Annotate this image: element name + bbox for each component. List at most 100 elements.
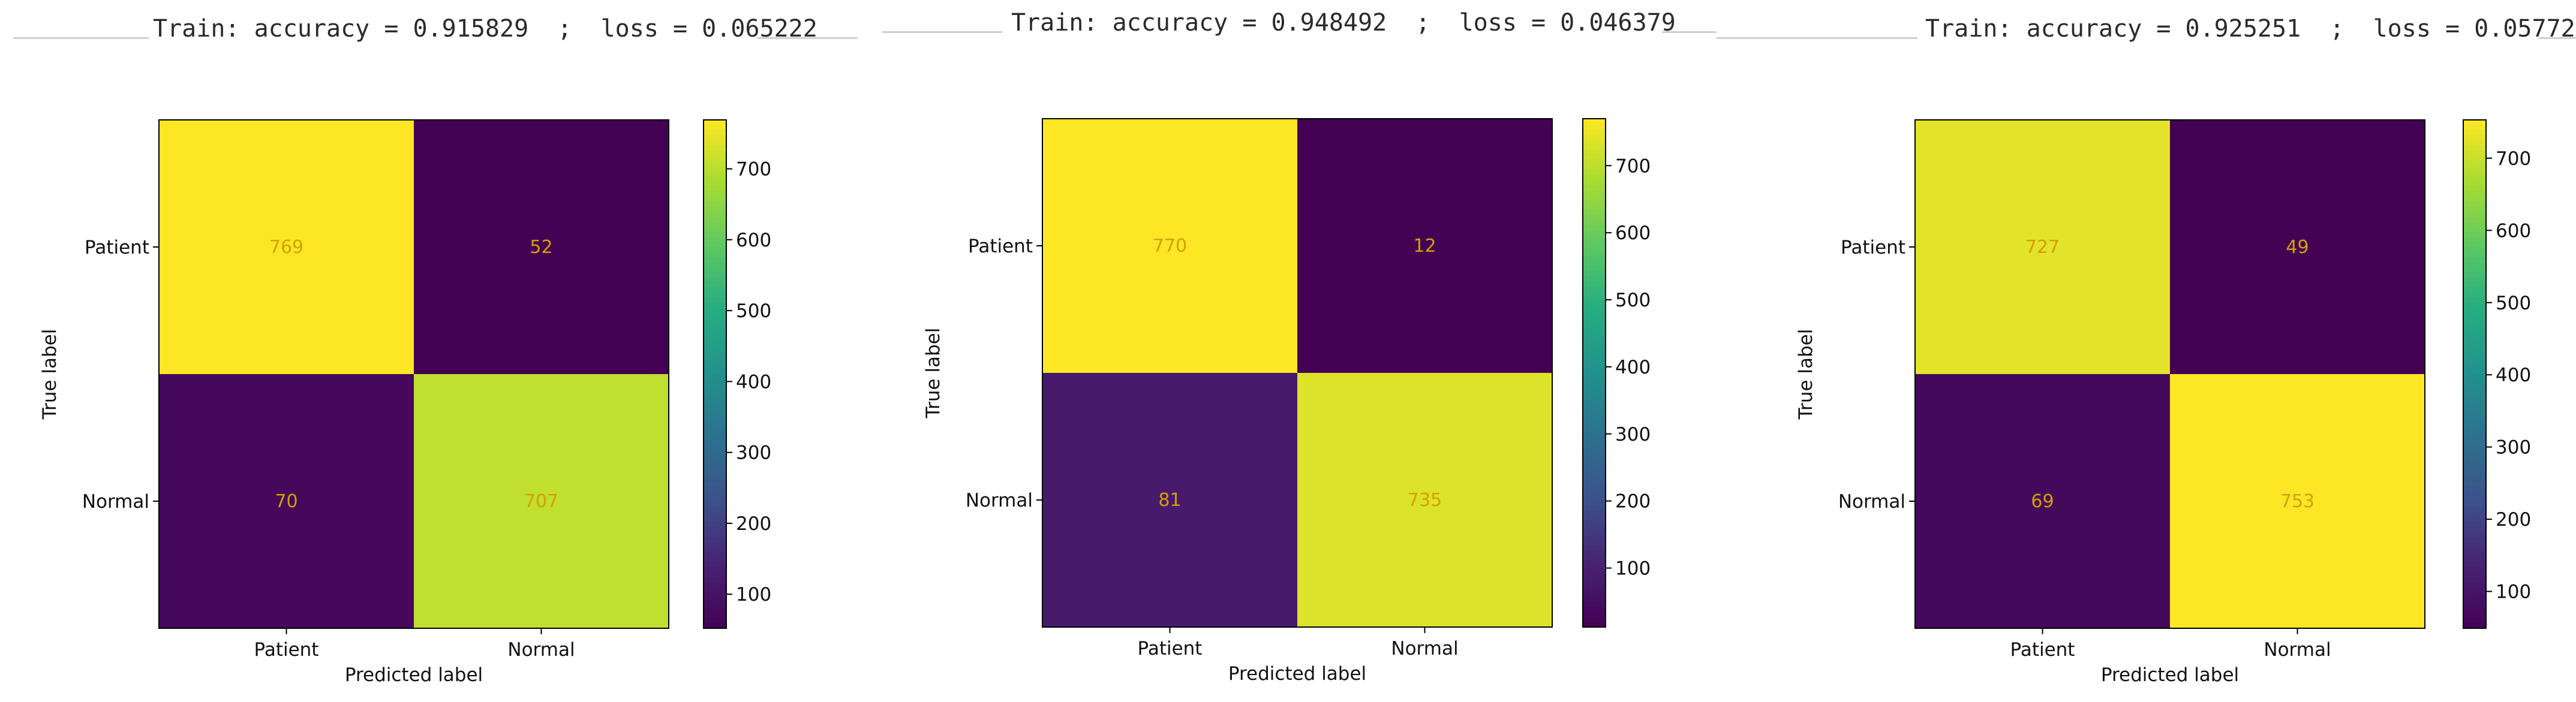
colorbar-segment: [1583, 433, 1606, 440]
colorbar-segment: [2463, 323, 2486, 329]
confusion-matrix-plot: 769 52 70 707 Patient Normal Patient Normal Pred…: [39, 119, 771, 686]
colorbar-segment: [2463, 135, 2486, 141]
colorbar-segment: [1583, 195, 1606, 201]
colorbar-segment: [2463, 516, 2486, 522]
header-rule: [1717, 37, 1917, 39]
colorbar-segment: [704, 308, 726, 314]
colorbar-segment: [704, 602, 726, 609]
colorbar-segment: [2463, 613, 2486, 619]
colorbar-segment: [2463, 170, 2486, 177]
colorbar-segment: [1583, 317, 1606, 323]
header-separator: ;: [1415, 9, 1430, 37]
colorbar-segment: [1583, 164, 1606, 170]
colorbar-segment: [1583, 302, 1606, 308]
colorbar-segment: [704, 384, 726, 390]
colorbar-segment: [2463, 191, 2486, 197]
colorbar-segment: [704, 613, 726, 619]
x-tick-label: Normal: [2264, 639, 2331, 661]
colorbar-segment: [2463, 364, 2486, 370]
colorbar-segment: [2463, 348, 2486, 355]
colorbar-segment: [2463, 211, 2486, 218]
colorbar-tick-label: 600: [1615, 222, 1651, 244]
colorbar-segment: [1583, 622, 1606, 628]
colorbar-segment: [2463, 374, 2486, 380]
colorbar-segment: [2463, 318, 2486, 324]
y-tick-label: Patient: [85, 237, 149, 258]
colorbar-segment: [2463, 333, 2486, 339]
colorbar-segment: [1583, 607, 1606, 613]
colorbar-segment: [1583, 363, 1606, 369]
colorbar-segment: [704, 572, 726, 579]
colorbar-segment: [2463, 537, 2486, 543]
colorbar-segment: [1583, 403, 1606, 409]
colorbar-tick-label: 100: [2496, 582, 2531, 603]
colorbar-segment: [2463, 125, 2486, 131]
colorbar-segment: [704, 465, 726, 472]
cell-value: 52: [530, 237, 552, 258]
colorbar-segment: [704, 450, 726, 456]
colorbar-segment: [2463, 577, 2486, 583]
colorbar-segment: [2463, 313, 2486, 319]
colorbar-segment: [2463, 328, 2486, 335]
colorbar-segment: [704, 424, 726, 431]
colorbar-segment: [1583, 174, 1606, 180]
colorbar-segment: [704, 547, 726, 553]
colorbar-segment: [1583, 500, 1606, 506]
colorbar-segment: [704, 537, 726, 543]
colorbar-segment: [2463, 582, 2486, 589]
colorbar-segment: [2463, 608, 2486, 614]
colorbar-segment: [2463, 486, 2486, 492]
colorbar-segment: [704, 364, 726, 370]
colorbar-segment: [704, 191, 726, 197]
colorbar-segment: [1583, 546, 1606, 552]
colorbar-segment: [2463, 587, 2486, 593]
cell-value: 707: [524, 491, 558, 512]
colorbar-segment: [1583, 149, 1606, 155]
colorbar-tick-label: 500: [1615, 290, 1651, 311]
colorbar-segment: [1583, 510, 1606, 516]
colorbar-segment: [1583, 296, 1606, 303]
colorbar-segment: [1583, 240, 1606, 246]
colorbar-tick-label: 200: [736, 513, 771, 535]
colorbar-segment: [704, 125, 726, 131]
colorbar-tick-label: 200: [2496, 509, 2531, 531]
x-tick-label: Patient: [254, 639, 319, 661]
colorbar-segment: [704, 145, 726, 151]
colorbar-segment: [704, 221, 726, 228]
colorbar-segment: [1583, 266, 1606, 272]
colorbar-segment: [2463, 547, 2486, 553]
colorbar-segment: [704, 231, 726, 238]
matrix-frame: [1914, 119, 2425, 629]
colorbar-tick-label: 700: [1615, 155, 1651, 177]
colorbar-segment: [2463, 409, 2486, 415]
colorbar-segment: [704, 227, 726, 233]
colorbar-segment: [1583, 591, 1606, 598]
colorbar-frame: [2463, 119, 2487, 629]
colorbar-segment: [704, 344, 726, 350]
colorbar-tick-label: 400: [736, 371, 771, 393]
cell-value: 70: [275, 491, 297, 512]
colorbar-segment: [1583, 251, 1606, 257]
colorbar-tick-label: 600: [2496, 220, 2531, 242]
train-metrics-header: Train: accuracy = 0.948492 ; loss = 0.04…: [1011, 11, 1676, 35]
colorbar-segment: [2463, 420, 2486, 426]
colorbar-segment: [1583, 236, 1606, 242]
colorbar-segment: [1583, 169, 1606, 176]
colorbar-segment: [2463, 399, 2486, 405]
colorbar-segment: [704, 369, 726, 375]
matrix-cell: [159, 120, 414, 374]
header-spacer: =: [369, 15, 413, 43]
colorbar-segment: [2463, 242, 2486, 248]
confusion-matrix-panel: Train: accuracy = 0.915829 ; loss = 0.06…: [0, 0, 858, 702]
colorbar-segment: [1583, 480, 1606, 486]
colorbar-segment: [2463, 557, 2486, 563]
matrix-frame: [158, 119, 669, 629]
colorbar-segment: [704, 180, 726, 187]
colorbar-segment: [1583, 561, 1606, 567]
colorbar-segment: [704, 501, 726, 507]
matrix-cell: [414, 374, 669, 628]
colorbar-segment: [2463, 598, 2486, 604]
colorbar-segment: [704, 358, 726, 365]
colorbar-segment: [704, 176, 726, 182]
colorbar-segment: [704, 409, 726, 415]
